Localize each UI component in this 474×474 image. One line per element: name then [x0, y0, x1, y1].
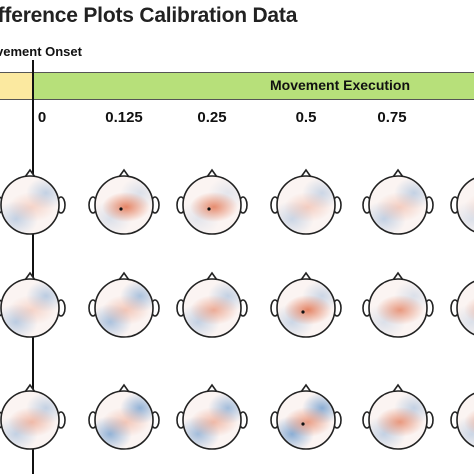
time-tick-075: 0.75	[377, 109, 407, 126]
time-tick-0125: 0.125	[105, 109, 143, 126]
movement-execution-label: Movement Execution	[270, 77, 411, 93]
topomap-r1-c4	[362, 168, 434, 235]
electrode-marker	[119, 207, 123, 211]
topomap-r3-c2	[176, 383, 248, 450]
topomap-r3-c1	[88, 383, 160, 450]
topomap-r3-c0	[0, 383, 66, 450]
pre-onset-phase-bar	[0, 72, 32, 100]
topomap-r3-c4	[362, 383, 434, 450]
time-tick-0: 0	[37, 109, 47, 126]
movement-execution-phase-bar	[33, 72, 474, 100]
topomap-r3-c3	[270, 383, 342, 450]
electrode-marker	[301, 310, 305, 314]
topomap-r1-c1	[88, 168, 160, 235]
topomap-r1-c2	[176, 168, 248, 235]
electrode-marker	[207, 207, 211, 211]
movement-onset-label: vement Onset	[0, 44, 82, 59]
topomap-r3-c5	[450, 391, 474, 449]
time-tick-025: 0.25	[197, 109, 227, 126]
topomap-r2-c4	[362, 271, 434, 338]
topomap-r2-c0	[0, 271, 66, 338]
topomap-r2-c3	[270, 271, 342, 338]
movement-onset-line	[32, 60, 34, 474]
figure-title: ifference Plots Calibration Data	[0, 4, 298, 27]
topomap-r1-c0	[0, 168, 66, 235]
electrode-marker	[301, 422, 305, 426]
topomap-r2-c5	[450, 279, 474, 337]
topomap-r2-c1	[88, 271, 160, 338]
time-tick-05: 0.5	[295, 109, 317, 126]
topomap-r1-c5	[450, 176, 474, 234]
topomap-r2-c2	[176, 271, 248, 338]
topomap-r1-c3	[270, 168, 342, 235]
